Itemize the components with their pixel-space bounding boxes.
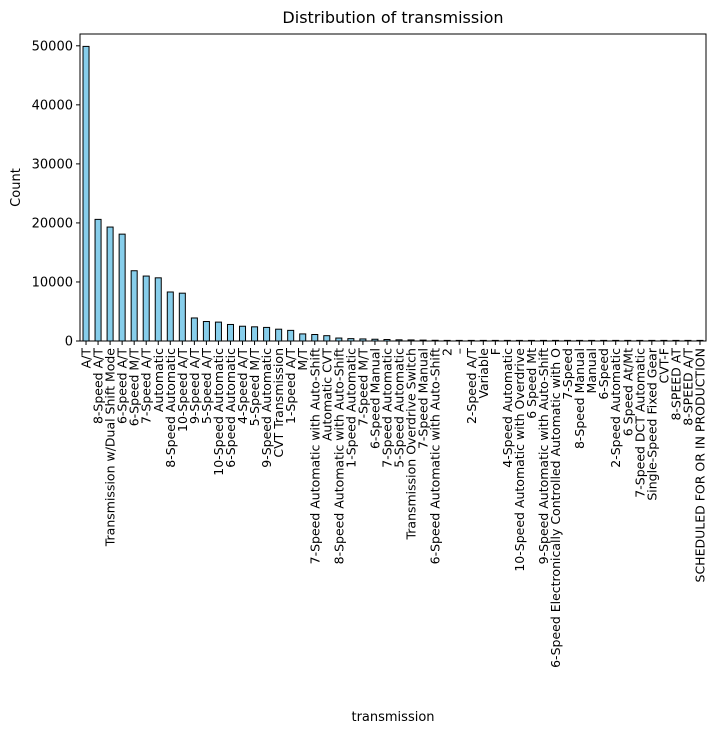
x-tick-label: 8-SPEED AT [668,348,683,421]
x-tick-label: 1-Speed A/T [283,348,298,424]
x-tick-label: 7-Speed Manual [416,348,431,449]
bar [130,270,138,342]
bar [251,326,259,342]
x-tick-label: 10-Speed Automatic with Overdrive [512,348,527,572]
x-tick-label: 8-Speed Automatic [163,348,178,468]
x-tick-label: A/T [79,348,94,369]
x-tick-label: 7-Speed M/T [355,348,370,427]
x-tick-label: SCHEDULED FOR OR IN PRODUCTION [692,348,707,582]
x-tick-label: Automatic CVT [319,348,334,441]
y-tick-label: 10000 [32,275,73,290]
bar [323,335,331,342]
x-tick-label: 7-Speed A/T [139,348,154,424]
bar [299,333,307,342]
x-tick-label: 7-Speed DCT Automatic [632,348,647,498]
x-tick-label: 4-Speed A/T [235,348,250,424]
bar [214,321,222,342]
x-tick-label: 9-Speed Automatic with Auto-Shift [536,348,551,564]
x-tick-label: 8-Speed Manual [572,348,587,449]
plot-frame [79,33,707,342]
x-tick-label: 6-Speed Manual [367,348,382,449]
x-tick-label: 7-Speed Automatic [379,348,394,468]
x-tick-label: 6-Speed A/T [115,348,130,424]
y-axis: 0 10000 20000 30000 40000 50000 [32,39,80,350]
bar [287,329,295,342]
bar [154,277,162,342]
x-tick-label: F [488,348,503,355]
bar [106,226,114,342]
y-tick-label: 0 [65,335,73,350]
x-tick-label: Manual [584,348,599,393]
x-tick-label: 7-Speed [560,348,575,400]
x-tick-label: 7-Speed Automatic with Auto-Shift [307,348,322,564]
x-tick-label: 9-Speed Automatic [259,348,274,468]
y-tick-label: 30000 [32,157,73,172]
x-tick-label: 6-Speed Automatic with Auto-Shift [428,348,443,564]
x-tick-label: 4-Speed Automatic [500,348,515,468]
bar [202,321,210,342]
x-tick-label: 2-Speed Automatic [608,348,623,468]
x-tick-label: Single-Speed Fixed Gear [644,347,659,500]
bar [226,323,234,342]
x-tick-label: 8-Speed Automatic with Auto-Shift [331,348,346,564]
y-tick-label: 50000 [32,39,73,54]
bar [142,275,150,342]
x-axis-label: transmission [351,710,434,725]
y-axis-label: Count [9,168,24,207]
bar [275,328,283,342]
x-tick-label: 1-Speed Automatic [343,348,358,468]
x-tick-label: Transmission w/Dual Shift Mode [103,348,118,548]
x-tick-label: 5-Speed A/T [199,348,214,424]
x-tick-label: 6-Speed [596,348,611,400]
x-tick-label: 10-Speed A/T [175,348,190,432]
x-tick-label: M/T [295,348,310,371]
x-tick-label: 6-Speed Automatic [223,348,238,468]
x-tick-label: Transmission Overdrive Switch [404,348,419,541]
x-tick-label: CVT Transmission [271,348,286,458]
x-tick-label: Automatic [151,348,166,412]
bars-group [82,45,704,342]
bar [82,45,90,342]
bar [311,334,319,342]
bar [190,317,198,342]
x-tick-label: 5-Speed Automatic [392,348,407,468]
bar [118,233,126,342]
x-tick-label: 8-SPEED A/T [680,348,695,426]
x-tick-label: CVT-F [656,348,671,383]
x-tick-label: Variable [476,348,491,399]
x-tick-label: 8-Speed A/T [91,348,106,424]
bar [166,291,174,342]
x-tick-label: 10-Speed Automatic [211,348,226,476]
x-tick-label: 6-Speed Electronically Controlled Automa… [548,348,563,668]
x-tick-label: 2-Speed A/T [464,348,479,424]
x-tick-label: 6 Speed At/Mt [620,348,635,436]
y-tick-label: 40000 [32,98,73,113]
bar [94,218,102,342]
x-tick-label: 2 [440,348,455,356]
bar [239,325,247,342]
bar [263,326,271,342]
x-tick-label: 5-Speed M/T [247,348,262,427]
bar [178,292,186,342]
x-tick-label: 6 Speed Mt [524,348,539,419]
x-tick-label: 6-Speed M/T [127,348,142,427]
chart-title: Distribution of transmission [282,8,503,27]
y-tick-label: 20000 [32,216,73,231]
x-tick-label: 9-Speed A/T [187,348,202,424]
x-tick-label: – [452,348,467,354]
